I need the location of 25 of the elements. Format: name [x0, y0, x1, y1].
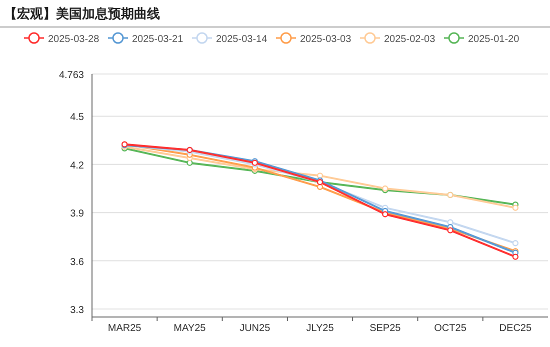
- point: [512, 240, 519, 246]
- point: [316, 184, 324, 190]
- y-tick-label: 3.9: [70, 208, 84, 220]
- legend-label: 2025-03-14: [216, 34, 268, 45]
- y-tick-label: 4.2: [70, 160, 84, 172]
- legend-label: 2025-01-20: [468, 34, 520, 45]
- legend-label: 2025-03-21: [132, 34, 184, 45]
- point: [316, 172, 324, 179]
- y-tick-label: 4.763: [58, 70, 84, 81]
- chart-title: 【宏观】美国加息预期曲线: [4, 6, 160, 21]
- x-tick-label: JLY25: [306, 323, 334, 334]
- legend-label: 2025-02-03: [384, 34, 436, 45]
- x-tick-label: MAY25: [174, 323, 206, 334]
- legend-label: 2025-03-28: [48, 34, 100, 45]
- x-tick-label: SEP25: [370, 323, 402, 334]
- y-tick-label: 4.5: [70, 112, 84, 124]
- x-tick-label: DEC25: [499, 323, 532, 334]
- x-tick-label: JUN25: [240, 323, 271, 334]
- y-tick-label: 3.3: [70, 305, 84, 316]
- point: [512, 254, 519, 260]
- y-tick-label: 3.6: [70, 256, 84, 268]
- point: [512, 204, 519, 211]
- x-tick-label: MAR25: [108, 323, 142, 334]
- x-tick-label: OCT25: [434, 323, 467, 334]
- legend-label: 2025-03-03: [300, 34, 352, 45]
